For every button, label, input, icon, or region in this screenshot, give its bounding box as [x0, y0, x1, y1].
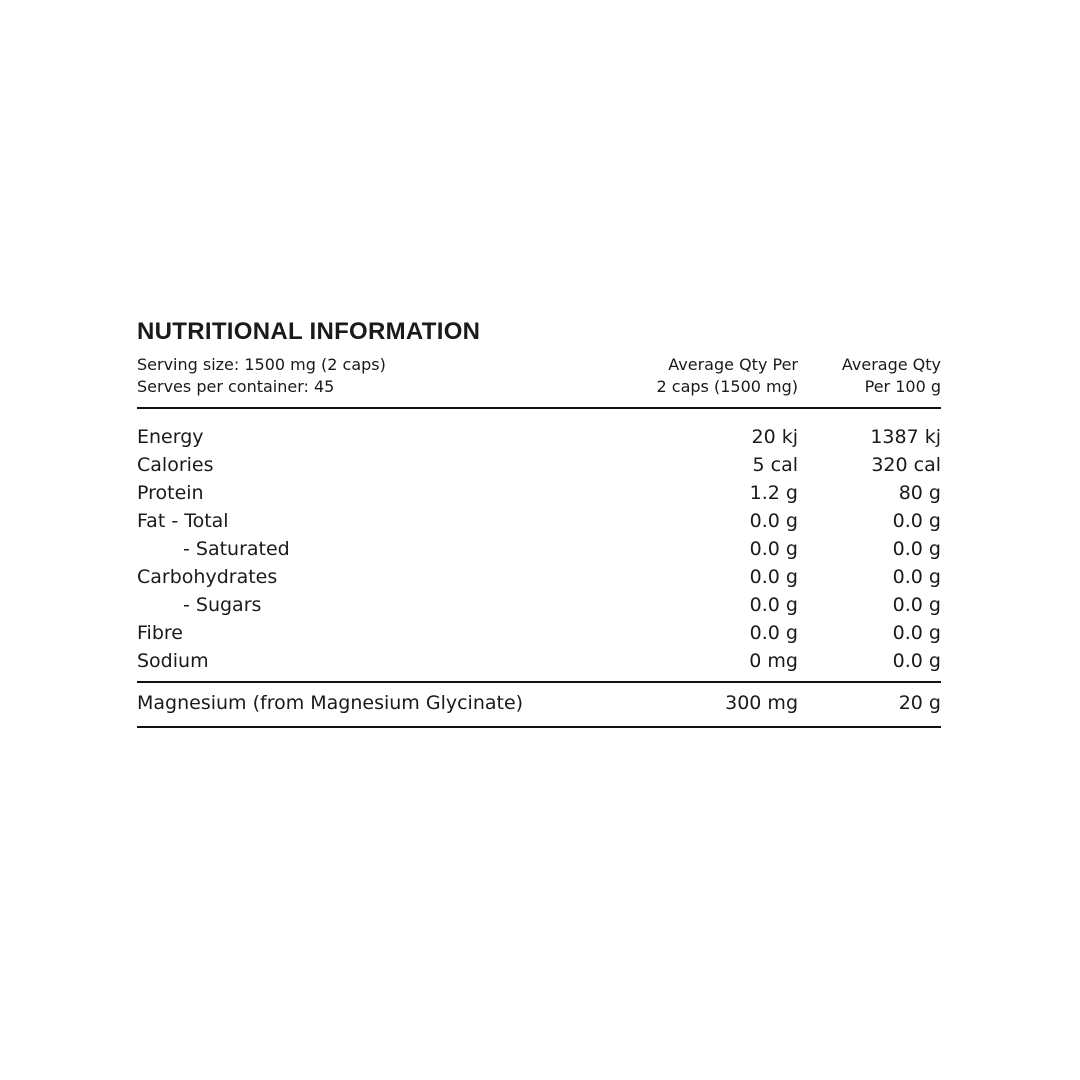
- per-serve-value: 0.0 g: [749, 594, 798, 616]
- per-serve-value: 0 mg: [749, 650, 798, 672]
- nutrient-label: Calories: [137, 454, 214, 476]
- per-100g-value: 0.0 g: [892, 650, 941, 672]
- per-serve-value: 5 cal: [752, 454, 799, 476]
- per-serve-value: 0.0 g: [749, 538, 798, 560]
- nutrient-rows: Energy 20 kj 1387 kj Calories 5 cal 320 cal Pr…: [137, 409, 941, 683]
- column-header-per-serve-line1: Average Qty Per: [668, 355, 798, 374]
- table-row: Fat - Total 0.0 g 0.0 g: [137, 507, 941, 535]
- nutrient-label: - Saturated: [183, 538, 290, 560]
- per-100g-value: 20 g: [898, 692, 941, 714]
- nutrient-label: Magnesium (from Magnesium Glycinate): [137, 692, 524, 714]
- serving-size: Serving size: 1500 mg (2 caps): [137, 355, 386, 374]
- column-header-per-100g-line2: Per 100 g: [864, 377, 941, 396]
- column-header-per-serve: Average Qty Per 2 caps (1500 mg): [598, 354, 798, 398]
- nutrient-label: - Sugars: [183, 594, 262, 616]
- per-serve-value: 300 mg: [725, 692, 798, 714]
- nutrient-label: Carbohydrates: [137, 566, 278, 588]
- per-100g-value: 0.0 g: [892, 594, 941, 616]
- per-100g-value: 0.0 g: [892, 538, 941, 560]
- per-serve-value: 0.0 g: [749, 510, 798, 532]
- per-100g-value: 0.0 g: [892, 622, 941, 644]
- table-row: - Sugars 0.0 g 0.0 g: [137, 591, 941, 619]
- table-header: Serving size: 1500 mg (2 caps) Serves pe…: [137, 354, 941, 409]
- column-header-per-100g-line1: Average Qty: [841, 355, 941, 374]
- nutrient-label: Fibre: [137, 622, 183, 644]
- nutrient-label: Sodium: [137, 650, 209, 672]
- nutrient-label: Protein: [137, 482, 204, 504]
- table-row: Protein 1.2 g 80 g: [137, 479, 941, 507]
- table-row: Fibre 0.0 g 0.0 g: [137, 619, 941, 647]
- per-serve-value: 0.0 g: [749, 622, 798, 644]
- per-100g-value: 0.0 g: [892, 566, 941, 588]
- table-row: Carbohydrates 0.0 g 0.0 g: [137, 563, 941, 591]
- nutrient-label: Fat - Total: [137, 510, 229, 532]
- column-header-per-100g: Average Qty Per 100 g: [798, 354, 941, 398]
- nutrition-panel: NUTRITIONAL INFORMATION Serving size: 15…: [137, 316, 941, 728]
- table-row: - Saturated 0.0 g 0.0 g: [137, 535, 941, 563]
- table-row: Sodium 0 mg 0.0 g: [137, 647, 941, 675]
- table-row-magnesium: Magnesium (from Magnesium Glycinate) 300…: [137, 683, 941, 728]
- nutrient-label: Energy: [137, 426, 204, 448]
- column-header-per-serve-line2: 2 caps (1500 mg): [656, 377, 798, 396]
- per-100g-value: 80 g: [898, 482, 941, 504]
- per-serve-value: 0.0 g: [749, 566, 798, 588]
- serving-info: Serving size: 1500 mg (2 caps) Serves pe…: [137, 354, 598, 398]
- table-row: Energy 20 kj 1387 kj: [137, 423, 941, 451]
- panel-title: NUTRITIONAL INFORMATION: [137, 318, 481, 345]
- per-100g-value: 1387 kj: [870, 426, 941, 448]
- table-row: Calories 5 cal 320 cal: [137, 451, 941, 479]
- serves-per-container: Serves per container: 45: [137, 377, 335, 396]
- per-serve-value: 20 kj: [751, 426, 799, 448]
- per-100g-value: 0.0 g: [892, 510, 941, 532]
- per-serve-value: 1.2 g: [749, 482, 798, 504]
- per-100g-value: 320 cal: [871, 454, 941, 476]
